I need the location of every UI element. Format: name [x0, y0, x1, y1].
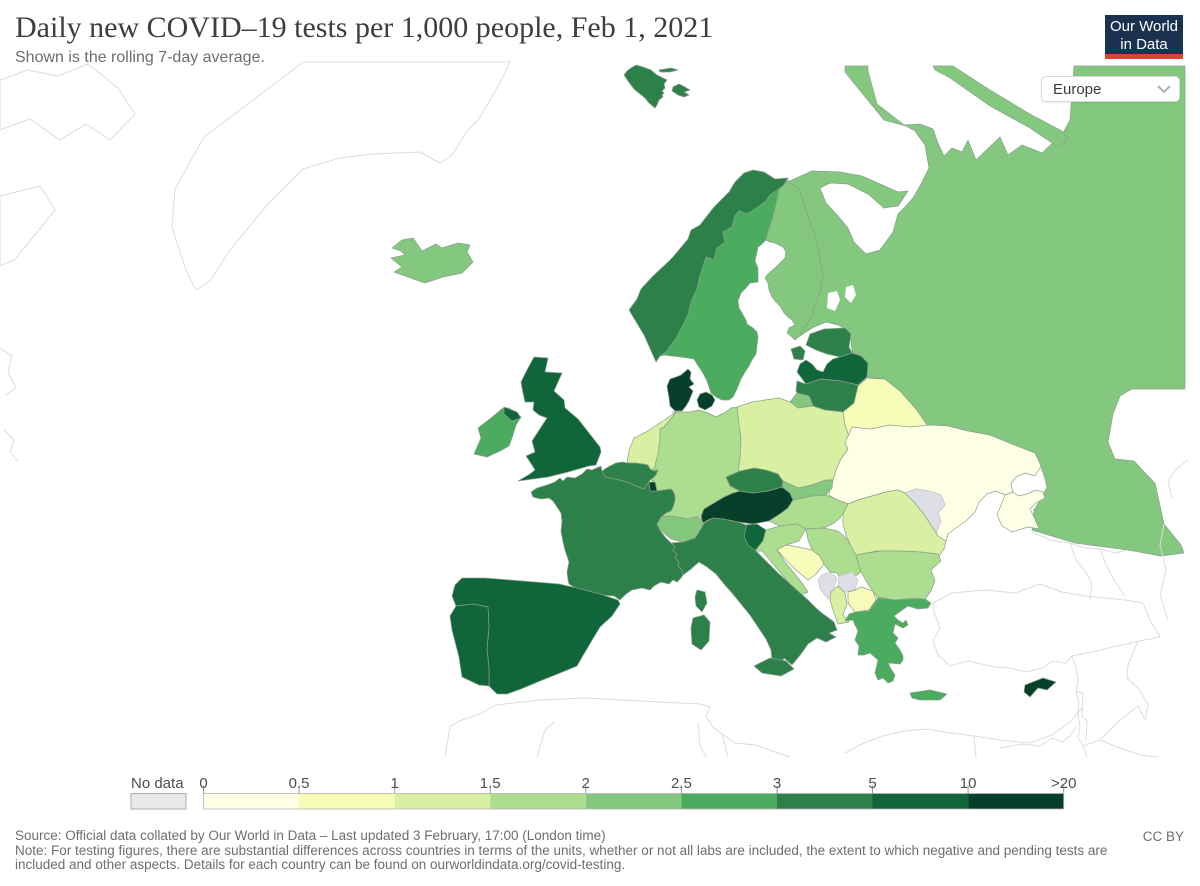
svg-text:0.5: 0.5 — [289, 775, 310, 792]
svg-text:No data: No data — [131, 775, 184, 792]
svg-text:0: 0 — [199, 775, 207, 792]
svg-text:1.5: 1.5 — [480, 775, 501, 792]
svg-text:3: 3 — [773, 775, 781, 792]
svg-text:10: 10 — [960, 775, 977, 792]
svg-text:1: 1 — [391, 775, 399, 792]
svg-text:5: 5 — [868, 775, 876, 792]
svg-text:2.5: 2.5 — [671, 775, 692, 792]
svg-text:>20: >20 — [1051, 775, 1076, 792]
svg-text:2: 2 — [582, 775, 590, 792]
